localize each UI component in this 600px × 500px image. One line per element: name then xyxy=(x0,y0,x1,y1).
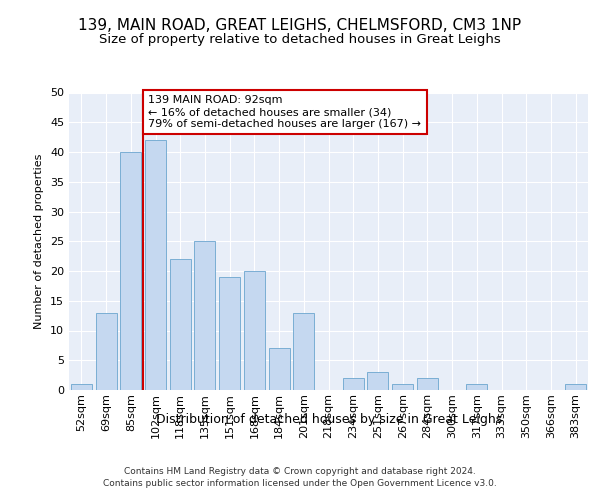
Bar xyxy=(466,384,487,390)
Bar xyxy=(244,271,265,390)
Bar xyxy=(343,378,364,390)
Text: Contains public sector information licensed under the Open Government Licence v3: Contains public sector information licen… xyxy=(103,479,497,488)
Bar xyxy=(120,152,141,390)
Bar xyxy=(417,378,438,390)
Text: 139, MAIN ROAD, GREAT LEIGHS, CHELMSFORD, CM3 1NP: 139, MAIN ROAD, GREAT LEIGHS, CHELMSFORD… xyxy=(79,18,521,32)
Bar xyxy=(71,384,92,390)
Bar xyxy=(269,348,290,390)
Text: Distribution of detached houses by size in Great Leighs: Distribution of detached houses by size … xyxy=(155,412,502,426)
Bar xyxy=(565,384,586,390)
Bar xyxy=(95,312,116,390)
Y-axis label: Number of detached properties: Number of detached properties xyxy=(34,154,44,329)
Bar xyxy=(219,277,240,390)
Text: Size of property relative to detached houses in Great Leighs: Size of property relative to detached ho… xyxy=(99,32,501,46)
Bar xyxy=(170,259,191,390)
Bar xyxy=(392,384,413,390)
Bar xyxy=(293,312,314,390)
Bar xyxy=(367,372,388,390)
Bar xyxy=(194,242,215,390)
Text: 139 MAIN ROAD: 92sqm
← 16% of detached houses are smaller (34)
79% of semi-detac: 139 MAIN ROAD: 92sqm ← 16% of detached h… xyxy=(148,96,421,128)
Bar xyxy=(145,140,166,390)
Text: Contains HM Land Registry data © Crown copyright and database right 2024.: Contains HM Land Registry data © Crown c… xyxy=(124,468,476,476)
